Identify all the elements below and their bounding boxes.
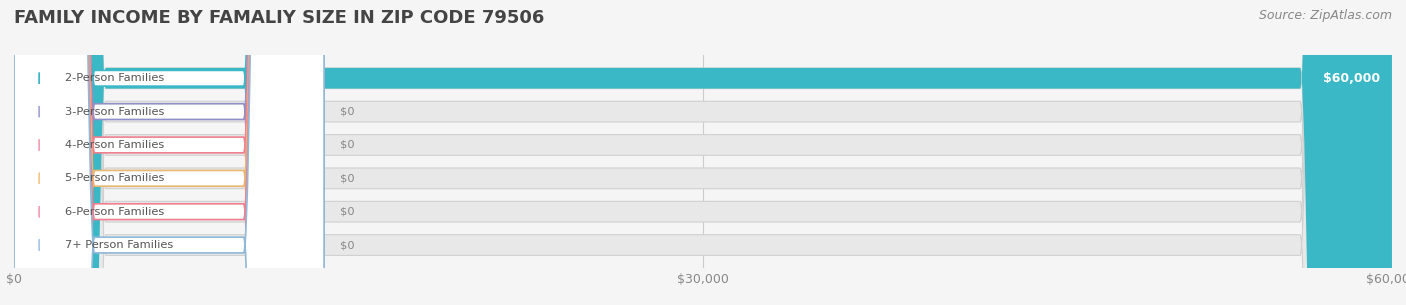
FancyBboxPatch shape bbox=[14, 0, 325, 305]
Text: 2-Person Families: 2-Person Families bbox=[65, 73, 165, 83]
Text: $0: $0 bbox=[340, 107, 354, 117]
FancyBboxPatch shape bbox=[14, 0, 1392, 305]
FancyBboxPatch shape bbox=[14, 0, 325, 305]
FancyBboxPatch shape bbox=[14, 0, 1392, 305]
Text: $0: $0 bbox=[340, 140, 354, 150]
Text: FAMILY INCOME BY FAMALIY SIZE IN ZIP CODE 79506: FAMILY INCOME BY FAMALIY SIZE IN ZIP COD… bbox=[14, 9, 544, 27]
FancyBboxPatch shape bbox=[14, 0, 1392, 305]
FancyBboxPatch shape bbox=[14, 0, 1392, 305]
Text: 5-Person Families: 5-Person Families bbox=[65, 173, 165, 183]
FancyBboxPatch shape bbox=[14, 0, 1392, 305]
FancyBboxPatch shape bbox=[14, 0, 1392, 305]
Text: 3-Person Families: 3-Person Families bbox=[65, 107, 165, 117]
Text: Source: ZipAtlas.com: Source: ZipAtlas.com bbox=[1258, 9, 1392, 22]
Text: $0: $0 bbox=[340, 207, 354, 217]
Text: $0: $0 bbox=[340, 173, 354, 183]
FancyBboxPatch shape bbox=[14, 0, 325, 305]
Text: 7+ Person Families: 7+ Person Families bbox=[65, 240, 173, 250]
Text: 6-Person Families: 6-Person Families bbox=[65, 207, 165, 217]
Text: $0: $0 bbox=[340, 240, 354, 250]
FancyBboxPatch shape bbox=[14, 0, 1392, 305]
FancyBboxPatch shape bbox=[14, 0, 325, 305]
Text: 4-Person Families: 4-Person Families bbox=[65, 140, 165, 150]
FancyBboxPatch shape bbox=[14, 0, 325, 305]
Text: $60,000: $60,000 bbox=[1323, 72, 1381, 85]
FancyBboxPatch shape bbox=[14, 0, 325, 305]
